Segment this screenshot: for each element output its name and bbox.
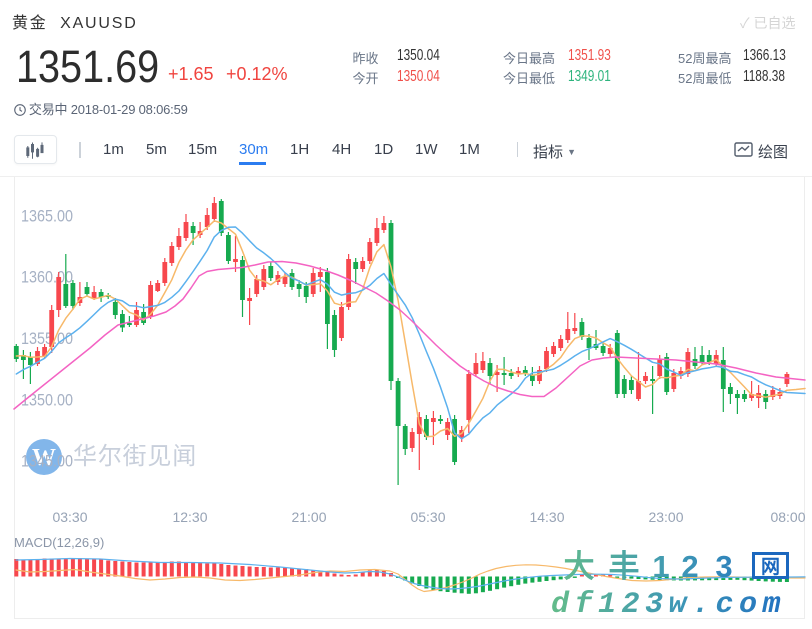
svg-text:23:00: 23:00 bbox=[649, 510, 684, 525]
svg-text:08:00: 08:00 bbox=[771, 510, 806, 525]
svg-text:21:00: 21:00 bbox=[292, 510, 327, 525]
svg-text:14:30: 14:30 bbox=[530, 510, 565, 525]
svg-text:03:30: 03:30 bbox=[53, 510, 88, 525]
svg-text:05:30: 05:30 bbox=[411, 510, 446, 525]
svg-text:华尔街见闻: 华尔街见闻 bbox=[73, 443, 197, 470]
svg-text:网: 网 bbox=[761, 557, 780, 578]
svg-text:3: 3 bbox=[715, 549, 732, 584]
svg-text:大: 大 bbox=[564, 549, 595, 584]
svg-text:W: W bbox=[32, 445, 56, 471]
svg-text:1350.00: 1350.00 bbox=[21, 391, 73, 409]
svg-text:丰: 丰 bbox=[609, 549, 640, 584]
svg-text:df123w.com: df123w.com bbox=[551, 588, 786, 622]
svg-text:1345.00: 1345.00 bbox=[21, 453, 73, 471]
svg-text:2: 2 bbox=[681, 549, 698, 584]
svg-text:12:30: 12:30 bbox=[173, 510, 208, 525]
svg-text:1365.00: 1365.00 bbox=[21, 207, 73, 225]
svg-text:MACD(12,26,9): MACD(12,26,9) bbox=[14, 535, 104, 550]
svg-text:1: 1 bbox=[652, 549, 669, 584]
svg-text:1355.00: 1355.00 bbox=[21, 330, 73, 348]
